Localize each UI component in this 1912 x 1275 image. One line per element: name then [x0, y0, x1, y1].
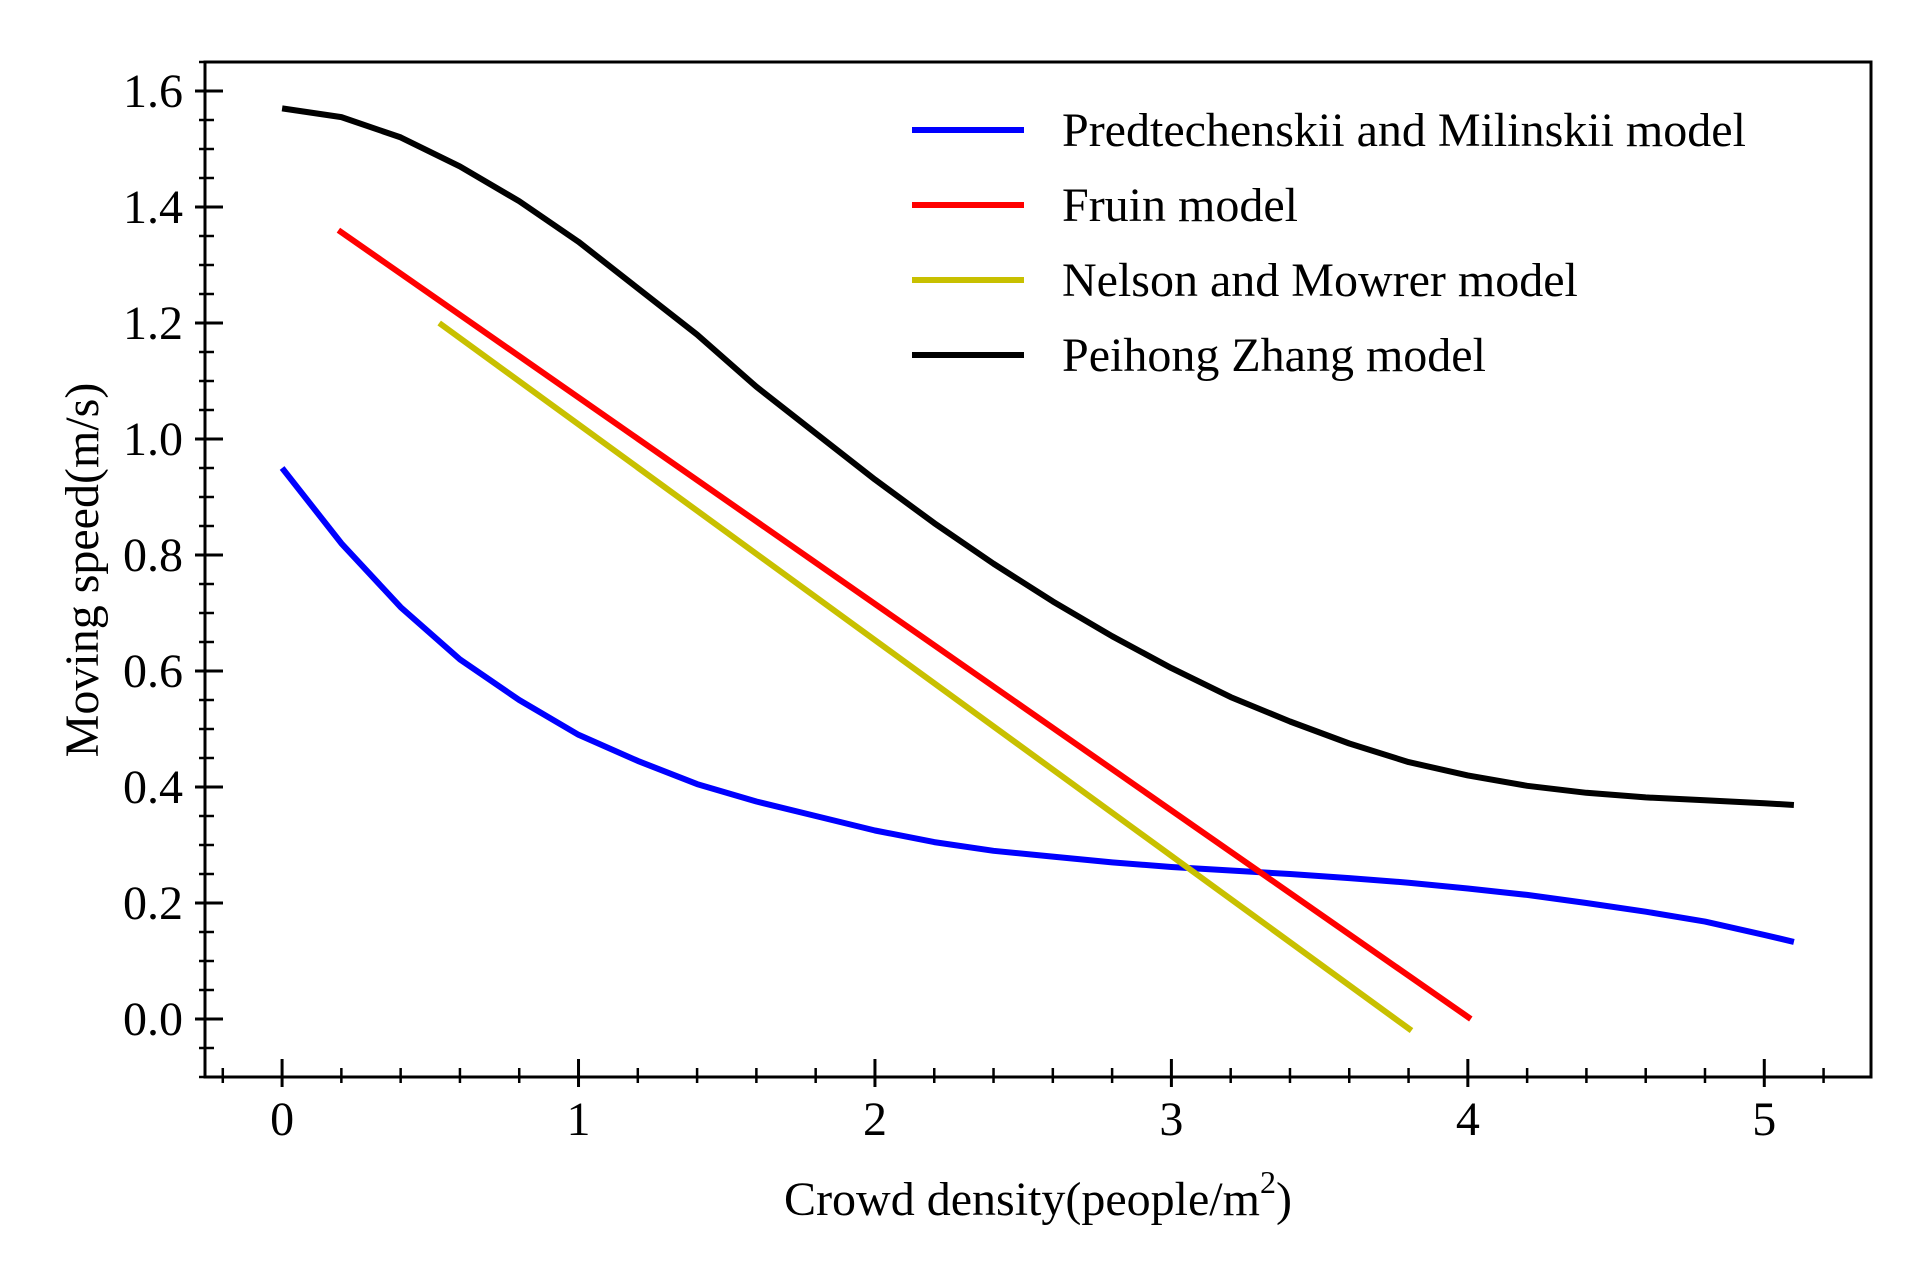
y-tick-label: 1.2: [123, 297, 183, 350]
x-tick-label: 1: [567, 1093, 591, 1146]
series-line-2: [336, 227, 1473, 1022]
y-tick-label: 0.0: [123, 993, 183, 1046]
x-tick-label: 2: [863, 1093, 887, 1146]
x-tick-label: 5: [1752, 1093, 1776, 1146]
y-tick-label: 0.8: [123, 529, 183, 582]
tick-labels-layer: 0 1 2 3 4 5 0.0 0.2 0.4 0.6 0.8 1.0 1.2 1.4 1.6: [123, 65, 1776, 1146]
x-tick-label: 0: [270, 1093, 294, 1146]
series-line-4: [281, 105, 1795, 808]
y-axis-label: Moving speed(m/s): [56, 383, 109, 758]
y-tick-label: 1.0: [123, 413, 183, 466]
legend: Predtechenskii and Milinskii model Fruin …: [912, 104, 1746, 382]
y-tick-label: 1.6: [123, 65, 183, 118]
legend-label-1: Predtechenskii and Milinskii model: [1062, 104, 1746, 157]
x-tick-label: 4: [1456, 1093, 1480, 1146]
y-tick-label: 0.6: [123, 645, 183, 698]
y-tick-label: 0.4: [123, 761, 183, 814]
x-axis-label: Crowd density(people/m2): [784, 1164, 1292, 1226]
legend-label-3: Nelson and Mowrer model: [1062, 254, 1578, 307]
y-tick-label: 1.4: [123, 181, 183, 234]
plot-area-frame: [203, 60, 1873, 1079]
legend-label-2: Fruin model: [1062, 179, 1298, 232]
x-tick-label: 3: [1159, 1093, 1183, 1146]
y-tick-label: 0.2: [123, 877, 183, 930]
series-line-3: [437, 320, 1414, 1034]
legend-label-4: Peihong Zhang model: [1062, 329, 1486, 382]
series-layer: [279, 105, 1795, 1034]
series-line-1: [279, 466, 1795, 945]
